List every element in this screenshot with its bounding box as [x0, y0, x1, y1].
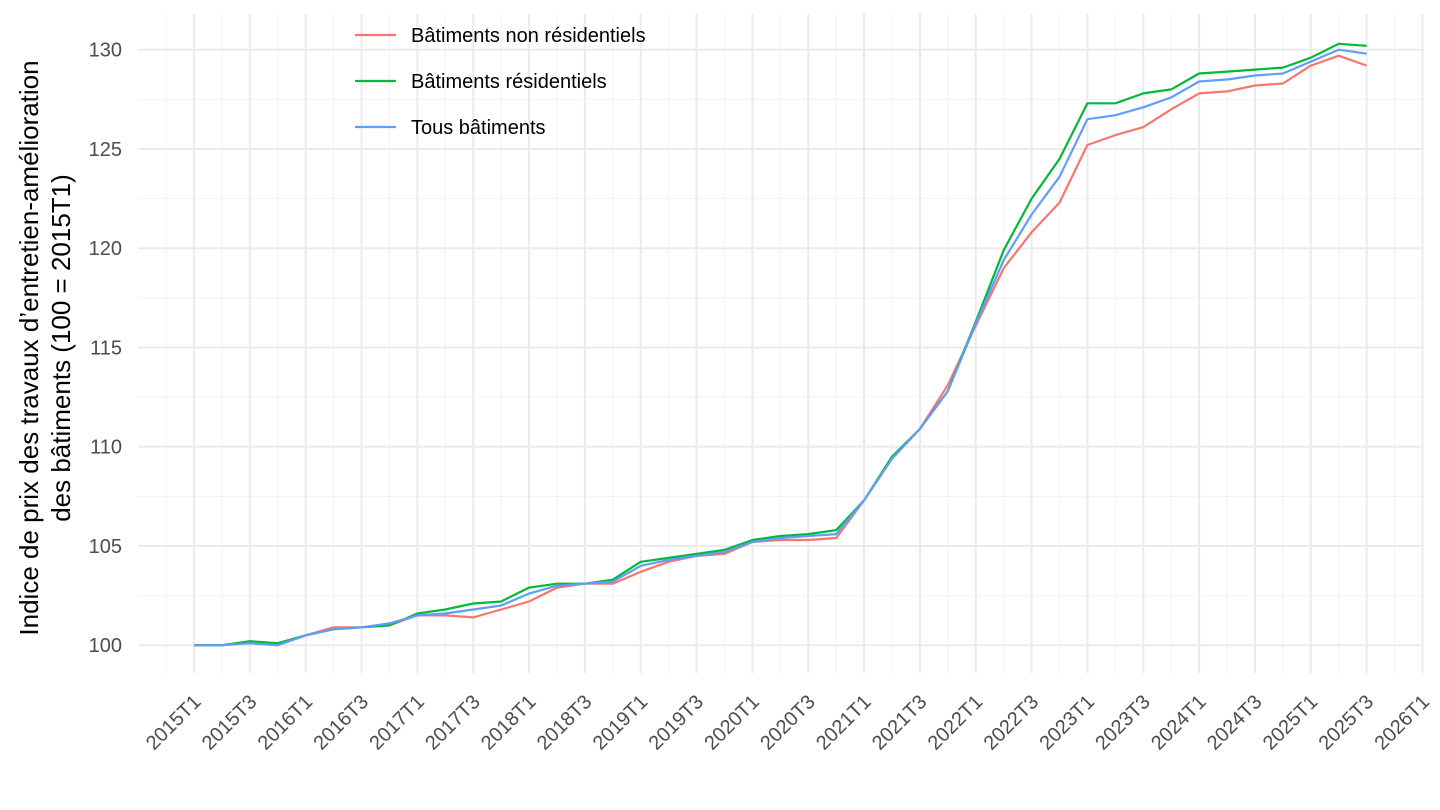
x-tick-label: 2018T3 [533, 691, 597, 755]
x-tick-label: 2024T3 [1203, 691, 1267, 755]
y-tick-label: 100 [89, 635, 122, 657]
x-tick-label: 2021T3 [868, 691, 932, 755]
legend-label-batiments-residentiels: Bâtiments résidentiels [411, 71, 607, 93]
x-tick-label: 2022T1 [924, 691, 988, 755]
minor-gridlines [138, 14, 1424, 673]
x-tick-label: 2022T3 [980, 691, 1044, 755]
x-tick-label: 2020T1 [700, 691, 764, 755]
y-axis-title-line-1: Indice de prix des travaux d’entretien-a… [14, 60, 44, 635]
x-tick-label: 2024T1 [1147, 691, 1211, 755]
x-tick-label: 2019T1 [589, 691, 653, 755]
x-tick-label: 2015T1 [142, 691, 206, 755]
y-tick-label: 120 [89, 238, 122, 260]
series-line-tous-batiments [194, 48, 1367, 647]
x-tick-label: 2023T3 [1091, 691, 1155, 755]
x-tick-label: 2017T1 [365, 691, 429, 755]
x-tick-label: 2018T1 [477, 691, 541, 755]
y-tick-label: 105 [89, 536, 122, 558]
x-tick-label: 2025T3 [1315, 691, 1379, 755]
series-line-batiments-residentiels [194, 42, 1367, 647]
y-axis-title: Indice de prix des travaux d’entretien-a… [14, 60, 76, 635]
x-tick-label: 2015T3 [198, 691, 262, 755]
x-tick-label: 2020T3 [756, 691, 820, 755]
x-axis-tick-labels: 2015T12015T32016T12016T32017T12017T32018… [142, 691, 1434, 755]
legend: Bâtiments non résidentiels Bâtiments rési… [355, 25, 646, 139]
legend-label-tous-batiments: Tous bâtiments [411, 117, 546, 139]
x-tick-label: 2016T3 [310, 691, 374, 755]
y-tick-label: 110 [90, 437, 122, 459]
x-tick-label: 2023T1 [1035, 691, 1099, 755]
y-axis-title-line-2: des bâtiments (100 = 2015T1) [46, 174, 76, 522]
series-lines [194, 42, 1367, 647]
x-tick-label: 2026T1 [1370, 691, 1434, 755]
y-axis-tick-labels: 100 105 110 115 120 125 130 [89, 40, 122, 657]
x-tick-label: 2025T1 [1259, 691, 1323, 755]
x-tick-label: 2016T1 [254, 691, 318, 755]
x-tick-label: 2019T3 [645, 691, 709, 755]
x-tick-label: 2021T1 [812, 691, 876, 755]
y-tick-label: 115 [90, 337, 122, 359]
y-tick-label: 130 [89, 40, 122, 62]
x-tick-label: 2017T3 [421, 691, 485, 755]
legend-label-batiments-non-residentiels: Bâtiments non résidentiels [411, 25, 646, 47]
major-gridlines [138, 14, 1424, 673]
y-tick-label: 125 [89, 139, 122, 161]
